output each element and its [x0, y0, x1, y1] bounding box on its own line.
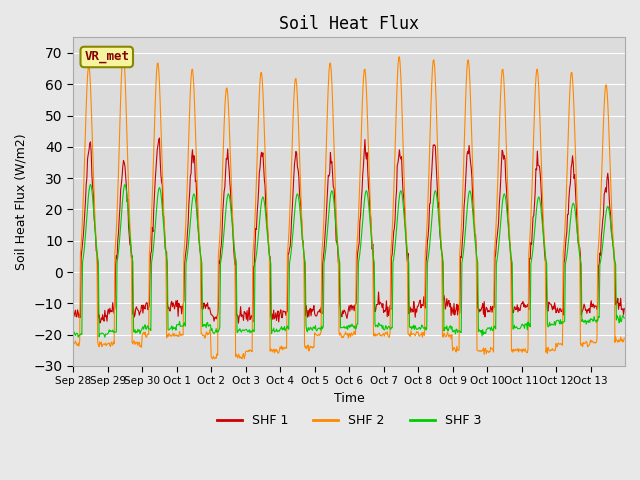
Line: SHF 3: SHF 3 [73, 184, 624, 337]
SHF 2 [438, 249, 445, 254]
SHF 1 [235, 320, 243, 326]
SHF 2 [285, 232, 292, 238]
SHF 1 [620, 306, 628, 312]
SHF 3 [285, 326, 292, 332]
SHF 3 [237, 328, 244, 334]
SHF 2 [209, 356, 216, 362]
SHF 1 [285, 251, 292, 256]
SHF 3 [101, 335, 109, 340]
SHF 3 [86, 181, 94, 187]
SHF 3 [438, 250, 445, 256]
Y-axis label: Soil Heat Flux (W/m2): Soil Heat Flux (W/m2) [15, 133, 28, 270]
SHF 1 [156, 135, 163, 141]
SHF 1 [438, 250, 445, 256]
SHF 3 [407, 324, 415, 330]
SHF 3 [620, 315, 628, 321]
SHF 1 [69, 311, 77, 317]
SHF 1 [237, 304, 244, 310]
SHF 2 [264, 228, 272, 234]
Line: SHF 2: SHF 2 [73, 54, 624, 359]
SHF 3 [264, 238, 272, 244]
Title: Soil Heat Flux: Soil Heat Flux [279, 15, 419, 33]
Text: VR_met: VR_met [84, 50, 129, 63]
SHF 2 [135, 340, 143, 346]
SHF 2 [120, 51, 127, 57]
Legend: SHF 1, SHF 2, SHF 3: SHF 1, SHF 2, SHF 3 [212, 409, 486, 432]
SHF 2 [69, 342, 77, 348]
SHF 3 [69, 333, 77, 338]
SHF 2 [620, 335, 628, 341]
SHF 2 [407, 328, 415, 334]
SHF 3 [136, 327, 143, 333]
X-axis label: Time: Time [333, 392, 365, 405]
SHF 1 [264, 231, 272, 237]
SHF 1 [134, 307, 141, 313]
SHF 2 [237, 354, 244, 360]
Line: SHF 1: SHF 1 [73, 138, 624, 323]
SHF 1 [407, 310, 415, 315]
